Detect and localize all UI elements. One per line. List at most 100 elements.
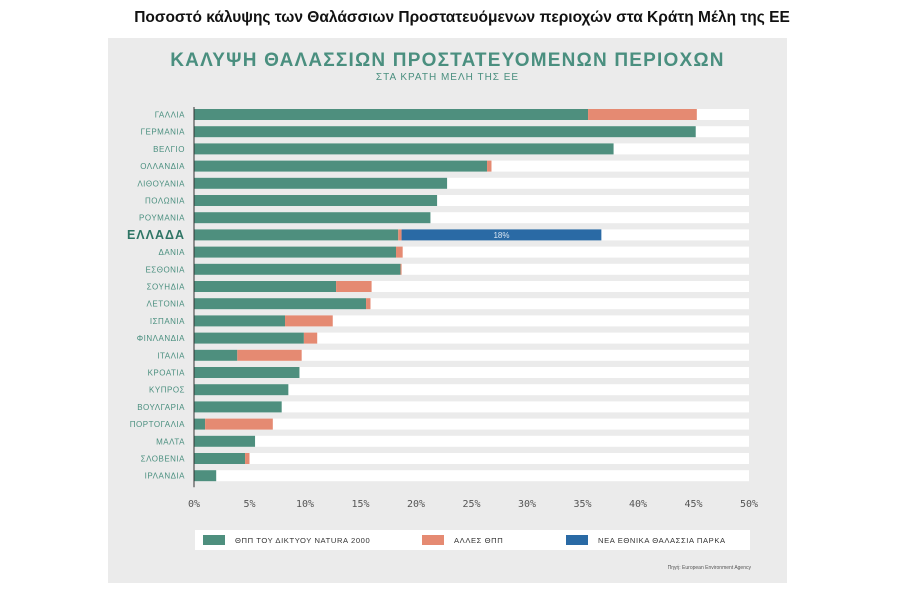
bar-segment-series1-20 xyxy=(245,453,250,464)
bar-segment-series0-6 xyxy=(194,212,431,224)
bar-track-16 xyxy=(194,384,749,396)
bar-segment-series0-10 xyxy=(194,281,337,292)
bar-track-20 xyxy=(194,453,749,464)
category-label: ΒΟΥΛΓΑΡΙΑ xyxy=(137,403,185,412)
bar-segment-series0-9 xyxy=(194,263,401,275)
bar-track-4 xyxy=(194,177,749,189)
x-tick-label: 20% xyxy=(407,499,425,510)
category-label: ΟΛΛΑΝΔΙΑ xyxy=(140,162,185,171)
bar-segment-series1-7 xyxy=(398,229,402,241)
legend-label-other: ΑΛΛΕΣ ΘΠΠ xyxy=(454,535,504,545)
category-label: ΛΕΤΟΝΙΑ xyxy=(147,300,186,309)
bar-track-21 xyxy=(194,470,749,482)
category-label: ΙΤΑΛΙΑ xyxy=(157,351,185,360)
bar-track-8 xyxy=(194,246,749,258)
bar-segment-series1-14 xyxy=(237,349,302,361)
category-label: ΡΟΥΜΑΝΙΑ xyxy=(139,214,185,223)
bar-segment-series0-7 xyxy=(194,229,399,241)
category-label: ΠΟΛΩΝΙΑ xyxy=(145,197,185,206)
bar-track-5 xyxy=(194,195,749,206)
bar-segment-series0-18 xyxy=(194,418,206,430)
bar-segment-series0-21 xyxy=(194,470,217,482)
category-label: ΣΟΥΗΔΙΑ xyxy=(147,283,186,292)
bar-segment-series1-3 xyxy=(487,160,492,172)
bar-segment-series0-1 xyxy=(194,126,696,138)
category-label: ΣΛΟΒΕΝΙΑ xyxy=(141,455,186,464)
bar-segment-series1-12 xyxy=(285,315,333,327)
chart-title: ΚΑΛΥΨΗ ΘΑΛΑΣΣΙΩΝ ΠΡΟΣΤΑΤΕΥΟΜΕΝΩΝ ΠΕΡΙΟΧΩ… xyxy=(170,50,725,71)
legend-swatch-park xyxy=(566,535,588,545)
bar-segment-series1-10 xyxy=(336,281,372,292)
category-label: ΦΙΝΛΑΝΔΙΑ xyxy=(137,334,185,343)
bar-segment-series0-2 xyxy=(194,143,614,155)
bar-segment-series0-5 xyxy=(194,195,438,206)
legend-item-park: ΝΕΑ ΕΘΝΙΚΑ ΘΑΛΑΣΣΙΑ ΠΑΡΚΑ xyxy=(566,530,726,550)
bar-chart: ΓΑΛΛΙΑ ΓΕΡΜΑΝΙΑ ΒΕΛΓΙΟ ΟΛΛΑΝΔΙΑ ΛΙΘΟΥΑΝΙΑ ΠΟΛ… xyxy=(127,107,758,510)
category-label: ΕΣΘΟΝΙΑ xyxy=(145,265,185,274)
chart-subtitle: ΣΤΑ ΚΡΑΤΗ ΜΕΛΗ ΤΗΣ ΕΕ xyxy=(375,72,520,83)
bar-segment-series2-7 xyxy=(401,229,602,241)
category-label: ΙΡΛΑΝΔΙΑ xyxy=(145,472,185,481)
bar-segment-series0-17 xyxy=(194,401,282,413)
legend-label-natura: ΘΠΠ ΤΟΥ ΔΙΚΤΥΟΥ NATURA 2000 xyxy=(235,535,371,545)
bar-track-15 xyxy=(194,367,749,378)
x-tick-label: 25% xyxy=(462,499,480,510)
bar-segment-series0-15 xyxy=(194,367,300,378)
x-tick-label: 45% xyxy=(684,499,702,510)
bar-segment-series0-13 xyxy=(194,332,304,344)
legend-item-natura: ΘΠΠ ΤΟΥ ΔΙΚΤΥΟΥ NATURA 2000 xyxy=(203,530,370,550)
x-tick-label: 10% xyxy=(296,499,314,510)
bar-segment-series0-11 xyxy=(194,298,367,310)
x-tick-label: 40% xyxy=(629,499,647,510)
bar-segment-series0-8 xyxy=(194,246,397,258)
x-tick-label: 35% xyxy=(573,499,591,510)
legend: ΘΠΠ ΤΟΥ ΔΙΚΤΥΟΥ NATURA 2000 ΑΛΛΕΣ ΘΠΠ ΝΕ… xyxy=(195,530,750,550)
bar-track-12 xyxy=(194,315,749,327)
bar-segment-series0-16 xyxy=(194,384,289,396)
bar-segment-series0-14 xyxy=(194,349,238,361)
category-label: ΔΑΝΙΑ xyxy=(158,248,185,257)
legend-swatch-other xyxy=(422,535,444,545)
bar-segment-series0-12 xyxy=(194,315,286,327)
source-note: Πηγή: European Environment Agency xyxy=(667,565,751,571)
page-heading: Ποσοστό κάλυψης των Θαλάσσιων Προστατευό… xyxy=(134,9,790,26)
category-label: ΠΟΡΤΟΓΑΛΙΑ xyxy=(130,420,185,429)
bar-segment-series1-8 xyxy=(396,246,403,258)
category-label: ΓΑΛΛΙΑ xyxy=(155,111,185,120)
bar-track-9 xyxy=(194,263,749,275)
category-label: ΕΛΛΑΔΑ xyxy=(127,228,185,242)
legend-item-other: ΑΛΛΕΣ ΘΠΠ xyxy=(422,530,503,550)
category-label: ΜΑΛΤΑ xyxy=(156,437,185,446)
x-tick-label: 50% xyxy=(740,499,758,510)
category-label: ΓΕΡΜΑΝΙΑ xyxy=(141,128,186,137)
category-label: ΛΙΘΟΥΑΝΙΑ xyxy=(137,179,185,188)
category-label: ΚΥΠΡΟΣ xyxy=(149,386,185,395)
bar-track-13 xyxy=(194,332,749,344)
category-label: ΚΡΟΑΤΙΑ xyxy=(148,369,186,378)
bar-segment-series0-20 xyxy=(194,453,246,464)
bar-segment-series1-9 xyxy=(400,263,402,275)
x-tick-label: 5% xyxy=(243,499,255,510)
bar-segment-series1-0 xyxy=(588,109,697,120)
bar-track-19 xyxy=(194,435,749,447)
bar-segment-series0-19 xyxy=(194,435,256,447)
bar-segment-series0-3 xyxy=(194,160,488,172)
data-label: 18% xyxy=(493,231,509,240)
bar-track-18 xyxy=(194,418,749,430)
x-tick-label: 30% xyxy=(518,499,536,510)
bar-track-17 xyxy=(194,401,749,413)
category-label: ΒΕΛΓΙΟ xyxy=(153,145,185,154)
x-tick-label: 15% xyxy=(351,499,369,510)
bar-segment-series0-0 xyxy=(194,109,589,120)
category-label: ΙΣΠΑΝΙΑ xyxy=(150,317,185,326)
bar-track-6 xyxy=(194,212,749,224)
bar-track-11 xyxy=(194,298,749,310)
legend-label-park: ΝΕΑ ΕΘΝΙΚΑ ΘΑΛΑΣΣΙΑ ΠΑΡΚΑ xyxy=(598,535,726,545)
bar-segment-series0-4 xyxy=(194,177,448,189)
bar-segment-series1-18 xyxy=(205,418,273,430)
x-tick-label: 0% xyxy=(188,499,200,510)
bar-segment-series1-13 xyxy=(303,332,318,344)
legend-swatch-natura xyxy=(203,535,225,545)
bar-segment-series1-11 xyxy=(366,298,371,310)
bar-track-14 xyxy=(194,349,749,361)
